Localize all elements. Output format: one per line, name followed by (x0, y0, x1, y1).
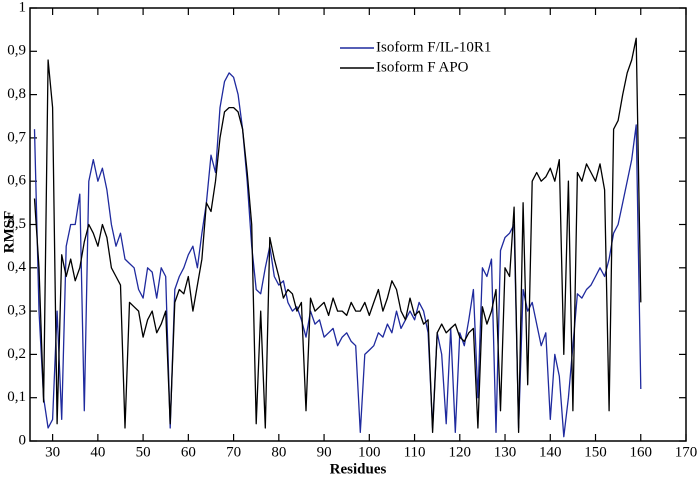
x-tick-label: 130 (494, 444, 517, 460)
y-tick-label: 0,4 (7, 259, 26, 275)
y-tick-label: 0,3 (7, 303, 26, 319)
y-tick-label: 0,8 (7, 86, 26, 102)
x-tick-label: 170 (675, 444, 698, 460)
x-tick-label: 100 (358, 444, 381, 460)
x-tick-label: 80 (271, 444, 286, 460)
y-tick-label: 0,9 (7, 43, 26, 59)
x-tick-label: 50 (136, 444, 151, 460)
y-tick-label: 0,2 (7, 346, 26, 362)
x-tick-label: 110 (404, 444, 426, 460)
y-tick-label: 0,6 (7, 173, 26, 189)
x-tick-label: 70 (226, 444, 241, 460)
y-tick-label: 0 (19, 432, 27, 448)
x-tick-label: 150 (584, 444, 607, 460)
x-tick-label: 160 (630, 444, 653, 460)
y-tick-label: 0,7 (7, 129, 26, 145)
legend-label: Isoform F/IL-10R1 (376, 39, 491, 55)
series-line (33, 72, 642, 438)
series-line (33, 37, 642, 433)
x-tick-label: 60 (181, 444, 196, 460)
plot-frame (29, 7, 687, 442)
x-axis-title: Residues (330, 461, 387, 477)
legend-label: Isoform F APO (376, 59, 469, 75)
y-tick-label: 1 (19, 0, 27, 15)
y-tick-label: 0,5 (7, 216, 26, 232)
x-tick-label: 140 (539, 444, 562, 460)
x-tick-label: 30 (45, 444, 60, 460)
y-axis-title: RMSF (1, 211, 17, 254)
x-tick-label: 40 (90, 444, 105, 460)
y-tick-label: 0,1 (7, 389, 26, 405)
x-tick-label: 120 (449, 444, 472, 460)
x-tick-label: 90 (317, 444, 332, 460)
